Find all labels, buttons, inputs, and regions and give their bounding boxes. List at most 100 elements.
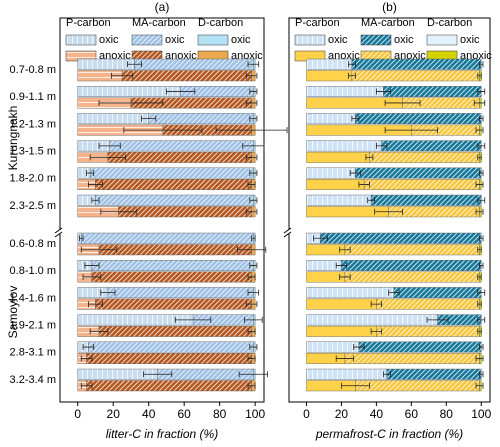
error-bar <box>479 170 484 177</box>
error-bar <box>80 355 93 362</box>
bar-segment <box>320 232 482 244</box>
error-bar <box>80 382 93 389</box>
error-bar <box>370 301 383 308</box>
bar-segment <box>306 271 346 283</box>
error-bar <box>247 289 260 296</box>
legend-swatch <box>426 34 458 46</box>
bar-segment <box>351 70 480 82</box>
legend-swatch <box>197 34 229 46</box>
x-tick-label: 40 <box>370 407 384 421</box>
legend-swatch <box>360 34 392 46</box>
error-bar <box>348 61 356 68</box>
group-label: Samoylov <box>6 286 20 339</box>
bar-segment <box>77 58 135 70</box>
error-bar <box>87 301 103 308</box>
error-bar <box>477 142 486 149</box>
legend-header: MA-carbon <box>132 17 186 29</box>
legend-label: oxic <box>99 34 119 46</box>
error-bar <box>247 181 256 188</box>
plot-frame <box>288 17 491 403</box>
error-bar <box>477 316 486 323</box>
error-bar <box>247 273 256 280</box>
error-bar <box>87 181 103 188</box>
error-bar <box>370 328 383 335</box>
x-tick-label: 60 <box>177 407 191 421</box>
x-tick-label: 20 <box>107 407 121 421</box>
bar-segment <box>306 244 346 256</box>
error-bar <box>127 61 142 68</box>
error-bar <box>111 72 134 79</box>
y-tick-label: 2.8-3.1 m <box>10 347 56 359</box>
bar-segment <box>306 113 356 125</box>
error-bar <box>249 262 258 269</box>
x-tick-label: 100 <box>471 407 491 421</box>
error-bar <box>479 115 484 122</box>
error-bar <box>426 316 449 323</box>
error-bar <box>251 235 256 242</box>
bar-segment <box>344 244 480 256</box>
error-bar <box>358 181 370 188</box>
x-axis-label: litter-C in fraction (%) <box>106 427 218 441</box>
error-bar <box>477 246 482 253</box>
x-tick-label: 80 <box>213 407 227 421</box>
bar-segment <box>306 314 438 326</box>
error-bar <box>473 99 486 106</box>
bar-segment <box>383 85 482 97</box>
bar-segment <box>355 113 482 125</box>
bar-segment <box>306 325 377 337</box>
y-tick-label: 1.8-2.0 m <box>10 173 56 185</box>
legend-swatch <box>131 34 163 46</box>
error-bar <box>249 88 258 95</box>
error-bar <box>477 301 482 308</box>
y-tick-label: 0.9-1.1 m <box>10 91 56 103</box>
error-bar <box>339 246 351 253</box>
error-bar <box>84 262 100 269</box>
error-bar <box>477 328 482 335</box>
bar-segment <box>306 85 384 97</box>
error-bar <box>348 72 356 79</box>
bar-segment <box>148 113 254 125</box>
y-tick-label: 1.3-1.5 m <box>10 146 56 158</box>
error-bar <box>245 208 258 215</box>
legend-label: oxic <box>460 34 480 46</box>
error-bar <box>477 273 482 280</box>
legend-label: oxic <box>394 34 414 46</box>
bar-segment <box>98 244 252 256</box>
x-tick-label: 20 <box>335 407 349 421</box>
bar-segment <box>376 298 480 310</box>
legend-swatch <box>294 34 326 46</box>
error-bar <box>475 208 484 215</box>
error-bar <box>89 154 127 161</box>
error-bar <box>349 170 362 177</box>
bar-segment <box>358 341 482 353</box>
bar-segment <box>77 113 149 125</box>
bar-segment <box>91 260 254 271</box>
error-bar <box>249 197 258 204</box>
bar-segment <box>370 194 482 206</box>
x-tick-label: 0 <box>74 407 81 421</box>
error-bar <box>98 142 121 149</box>
x-tick-label: 60 <box>405 407 419 421</box>
error-bar <box>91 197 100 204</box>
error-bar <box>247 382 256 389</box>
error-bar <box>477 154 482 161</box>
bar-segment <box>95 179 252 191</box>
bar-segment <box>386 368 482 380</box>
error-bar <box>174 316 212 323</box>
plot-frame <box>59 17 265 403</box>
error-bar <box>247 328 256 335</box>
bar-segment <box>306 298 377 310</box>
bar-segment <box>306 167 356 179</box>
error-bar <box>384 99 421 106</box>
x-tick-label: 100 <box>245 407 265 421</box>
bar-segment <box>109 140 254 152</box>
y-tick-label: 1.2-1.3 m <box>10 118 56 130</box>
legend-header: P-carbon <box>295 17 340 29</box>
error-bar <box>245 154 258 161</box>
error-bar <box>100 208 137 215</box>
error-bar <box>339 273 351 280</box>
axis-break <box>54 227 63 238</box>
group-label: Kurungnakh <box>6 106 20 171</box>
error-bar <box>238 371 268 378</box>
bar-segment <box>306 287 395 299</box>
